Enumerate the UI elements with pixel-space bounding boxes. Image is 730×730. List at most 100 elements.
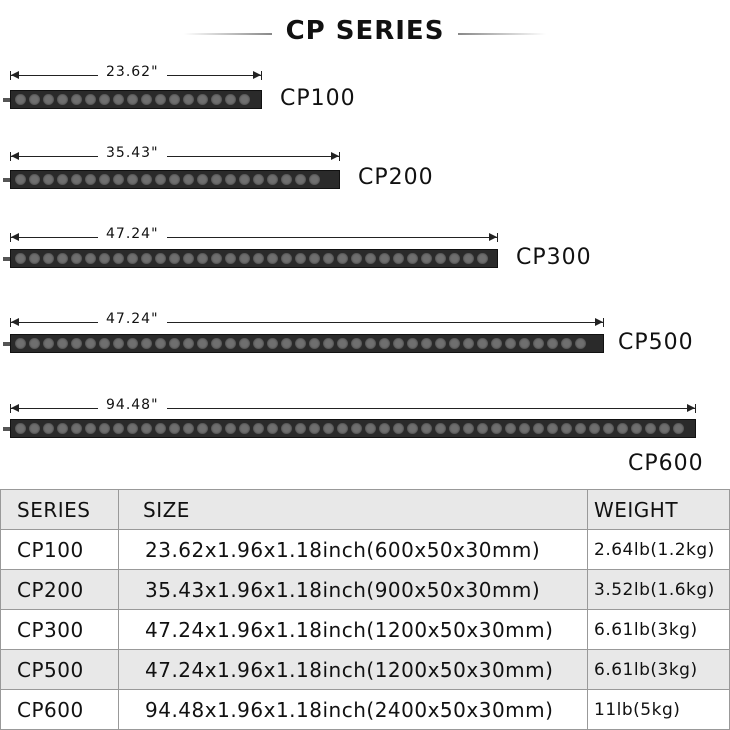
led-icon	[463, 338, 474, 349]
led-icon	[169, 423, 180, 434]
dimension-label: 47.24"	[98, 311, 167, 327]
led-icon	[29, 338, 40, 349]
led-icon	[155, 174, 166, 185]
led-icon	[211, 338, 222, 349]
led-icon	[141, 174, 152, 185]
led-icon	[365, 338, 376, 349]
led-icon	[295, 174, 306, 185]
led-icon	[15, 253, 26, 264]
led-icon	[169, 253, 180, 264]
led-icon	[421, 338, 432, 349]
led-icon	[435, 338, 446, 349]
led-icon	[351, 423, 362, 434]
cable-plug	[3, 178, 11, 182]
led-icon	[379, 253, 390, 264]
led-icon	[561, 338, 572, 349]
led-icon	[533, 338, 544, 349]
led-icon	[589, 423, 600, 434]
led-icon	[57, 174, 68, 185]
led-icon	[379, 338, 390, 349]
led-icon	[85, 174, 96, 185]
led-icon	[337, 423, 348, 434]
light-bar	[10, 419, 696, 438]
led-icon	[127, 338, 138, 349]
led-icon	[309, 423, 320, 434]
led-icon	[645, 423, 656, 434]
led-icon	[211, 423, 222, 434]
led-icon	[169, 338, 180, 349]
led-icon	[379, 423, 390, 434]
led-icon	[477, 423, 488, 434]
led-icon	[239, 338, 250, 349]
led-icon	[15, 94, 26, 105]
cell-size: 94.48x1.96x1.18inch(2400x50x30mm)	[118, 689, 588, 730]
led-icon	[71, 94, 82, 105]
title-line-right	[458, 33, 546, 35]
led-icon	[225, 94, 236, 105]
light-bar	[10, 170, 340, 189]
led-icon	[85, 423, 96, 434]
dimension-arrow: 23.62"	[10, 64, 262, 82]
led-icon	[323, 253, 334, 264]
led-icon	[295, 338, 306, 349]
led-icon	[449, 338, 460, 349]
dimension-label: 47.24"	[98, 226, 167, 242]
led-icon	[575, 338, 586, 349]
led-icon	[253, 423, 264, 434]
led-icon	[71, 423, 82, 434]
led-icon	[309, 253, 320, 264]
led-icon	[85, 338, 96, 349]
led-icon	[211, 94, 222, 105]
led-icon	[519, 338, 530, 349]
led-icon	[141, 253, 152, 264]
header-size: SIZE	[118, 489, 588, 530]
led-icon	[29, 94, 40, 105]
dimension-arrow: 35.43"	[10, 145, 340, 163]
led-icon	[183, 94, 194, 105]
led-icon	[435, 423, 446, 434]
led-icon	[113, 174, 124, 185]
product-name: CP100	[280, 86, 356, 111]
cell-series: CP300	[0, 609, 119, 650]
cable-plug	[3, 257, 11, 261]
led-icon	[29, 423, 40, 434]
led-icon	[449, 423, 460, 434]
led-icon	[267, 423, 278, 434]
led-icon	[155, 338, 166, 349]
led-icon	[71, 338, 82, 349]
cell-size: 47.24x1.96x1.18inch(1200x50x30mm)	[118, 609, 588, 650]
led-icon	[113, 423, 124, 434]
led-icon	[239, 94, 250, 105]
dimension-arrow: 47.24"	[10, 311, 604, 329]
led-icon	[365, 253, 376, 264]
led-icon	[225, 253, 236, 264]
cell-weight: 3.52lb(1.6kg)	[587, 569, 730, 610]
led-icon	[281, 174, 292, 185]
led-icon	[169, 174, 180, 185]
dimension-arrow: 94.48"	[10, 397, 696, 415]
led-icon	[407, 423, 418, 434]
table-row: CP500 47.24x1.96x1.18inch(1200x50x30mm) …	[0, 649, 730, 690]
led-icon	[281, 253, 292, 264]
led-icon	[323, 338, 334, 349]
led-icon	[43, 94, 54, 105]
led-icon	[155, 94, 166, 105]
dimension-label: 35.43"	[98, 145, 167, 161]
led-icon	[337, 338, 348, 349]
led-icon	[463, 253, 474, 264]
led-icon	[477, 253, 488, 264]
led-icon	[267, 338, 278, 349]
led-icon	[491, 423, 502, 434]
led-icon	[519, 423, 530, 434]
led-icon	[197, 423, 208, 434]
led-icon	[127, 174, 138, 185]
led-icon	[225, 338, 236, 349]
cell-series: CP100	[0, 529, 119, 570]
led-icon	[239, 253, 250, 264]
led-icon	[393, 253, 404, 264]
led-icon	[351, 253, 362, 264]
led-icon	[603, 423, 614, 434]
product-name: CP500	[618, 330, 694, 355]
led-icon	[57, 94, 68, 105]
led-icon	[43, 174, 54, 185]
